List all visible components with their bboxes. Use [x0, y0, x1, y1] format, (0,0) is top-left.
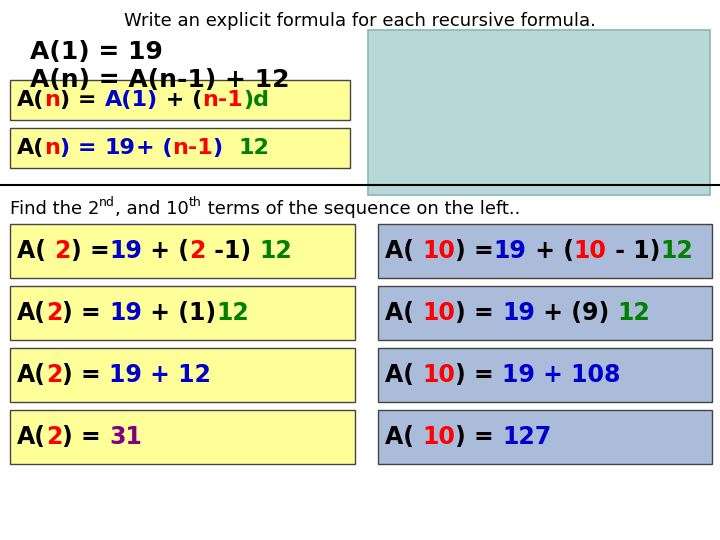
Text: th: th [189, 196, 202, 209]
Text: nd: nd [99, 196, 115, 209]
Text: terms of the sequence on the left..: terms of the sequence on the left.. [202, 200, 520, 218]
Text: A(: A( [385, 425, 422, 449]
Text: A(: A( [17, 363, 46, 387]
Text: + (: + ( [158, 90, 202, 110]
Text: 2: 2 [46, 425, 63, 449]
FancyBboxPatch shape [378, 348, 712, 402]
Text: ): ) [213, 138, 238, 158]
FancyBboxPatch shape [10, 410, 355, 464]
FancyBboxPatch shape [368, 30, 710, 195]
Text: ) =: ) = [63, 425, 109, 449]
Text: 19: 19 [502, 301, 535, 325]
Text: A(n) = A(n-1) + 12: A(n) = A(n-1) + 12 [30, 68, 289, 92]
Text: ) =: ) = [63, 363, 109, 387]
Text: A(: A( [17, 138, 45, 158]
Text: ) =: ) = [63, 301, 109, 325]
FancyBboxPatch shape [378, 224, 712, 278]
Text: A(: A( [17, 301, 46, 325]
Text: -1): -1) [206, 239, 259, 263]
Text: ) =: ) = [60, 90, 104, 110]
Text: A(: A( [17, 425, 46, 449]
Text: 127: 127 [502, 425, 552, 449]
Text: 12: 12 [238, 138, 269, 158]
Text: ) =: ) = [455, 363, 502, 387]
Text: 12: 12 [259, 239, 292, 263]
Text: ) =: ) = [455, 425, 502, 449]
Text: 19: 19 [109, 301, 143, 325]
Text: Find the 2: Find the 2 [10, 200, 99, 218]
Text: 2: 2 [46, 301, 63, 325]
Text: 10: 10 [574, 239, 607, 263]
FancyBboxPatch shape [10, 128, 350, 168]
Text: A(: A( [385, 301, 422, 325]
Text: 12: 12 [660, 239, 693, 263]
Text: 19: 19 [494, 239, 527, 263]
Text: A(1): A(1) [104, 90, 158, 110]
Text: 19 + 108: 19 + 108 [502, 363, 621, 387]
Text: ) =: ) = [455, 301, 502, 325]
Text: 19: 19 [109, 239, 143, 263]
Text: n-1: n-1 [202, 90, 243, 110]
Text: + (: + ( [527, 239, 574, 263]
Text: 2: 2 [46, 363, 63, 387]
Text: )d: )d [243, 90, 269, 110]
Text: , and 10: , and 10 [115, 200, 189, 218]
Text: 19: 19 [104, 138, 135, 158]
Text: 2: 2 [189, 239, 206, 263]
Text: 10: 10 [422, 425, 455, 449]
Text: 12: 12 [217, 301, 249, 325]
Text: - 1): - 1) [607, 239, 660, 263]
Text: 2: 2 [54, 239, 71, 263]
Text: + (9): + (9) [535, 301, 618, 325]
Text: 19 + 12: 19 + 12 [109, 363, 211, 387]
Text: ) =: ) = [71, 239, 109, 263]
Text: ) =: ) = [60, 138, 104, 158]
Text: + (: + ( [135, 138, 172, 158]
FancyBboxPatch shape [10, 348, 355, 402]
Text: A(: A( [385, 239, 422, 263]
Text: 10: 10 [422, 301, 455, 325]
FancyBboxPatch shape [10, 80, 350, 120]
Text: + (1): + (1) [143, 301, 217, 325]
Text: 31: 31 [109, 425, 143, 449]
FancyBboxPatch shape [378, 410, 712, 464]
Text: ) =: ) = [455, 239, 494, 263]
FancyBboxPatch shape [10, 286, 355, 340]
FancyBboxPatch shape [10, 224, 355, 278]
Text: n-1: n-1 [172, 138, 213, 158]
Text: 12: 12 [618, 301, 650, 325]
Text: A(1) = 19: A(1) = 19 [30, 40, 163, 64]
Text: 10: 10 [422, 239, 455, 263]
Text: A(: A( [385, 363, 422, 387]
Text: + (: + ( [143, 239, 189, 263]
FancyBboxPatch shape [378, 286, 712, 340]
Text: n: n [45, 90, 60, 110]
Text: 10: 10 [422, 363, 455, 387]
Text: A(: A( [17, 90, 45, 110]
Text: A(: A( [17, 239, 54, 263]
Text: n: n [45, 138, 60, 158]
Text: Write an explicit formula for each recursive formula.: Write an explicit formula for each recur… [124, 12, 596, 30]
